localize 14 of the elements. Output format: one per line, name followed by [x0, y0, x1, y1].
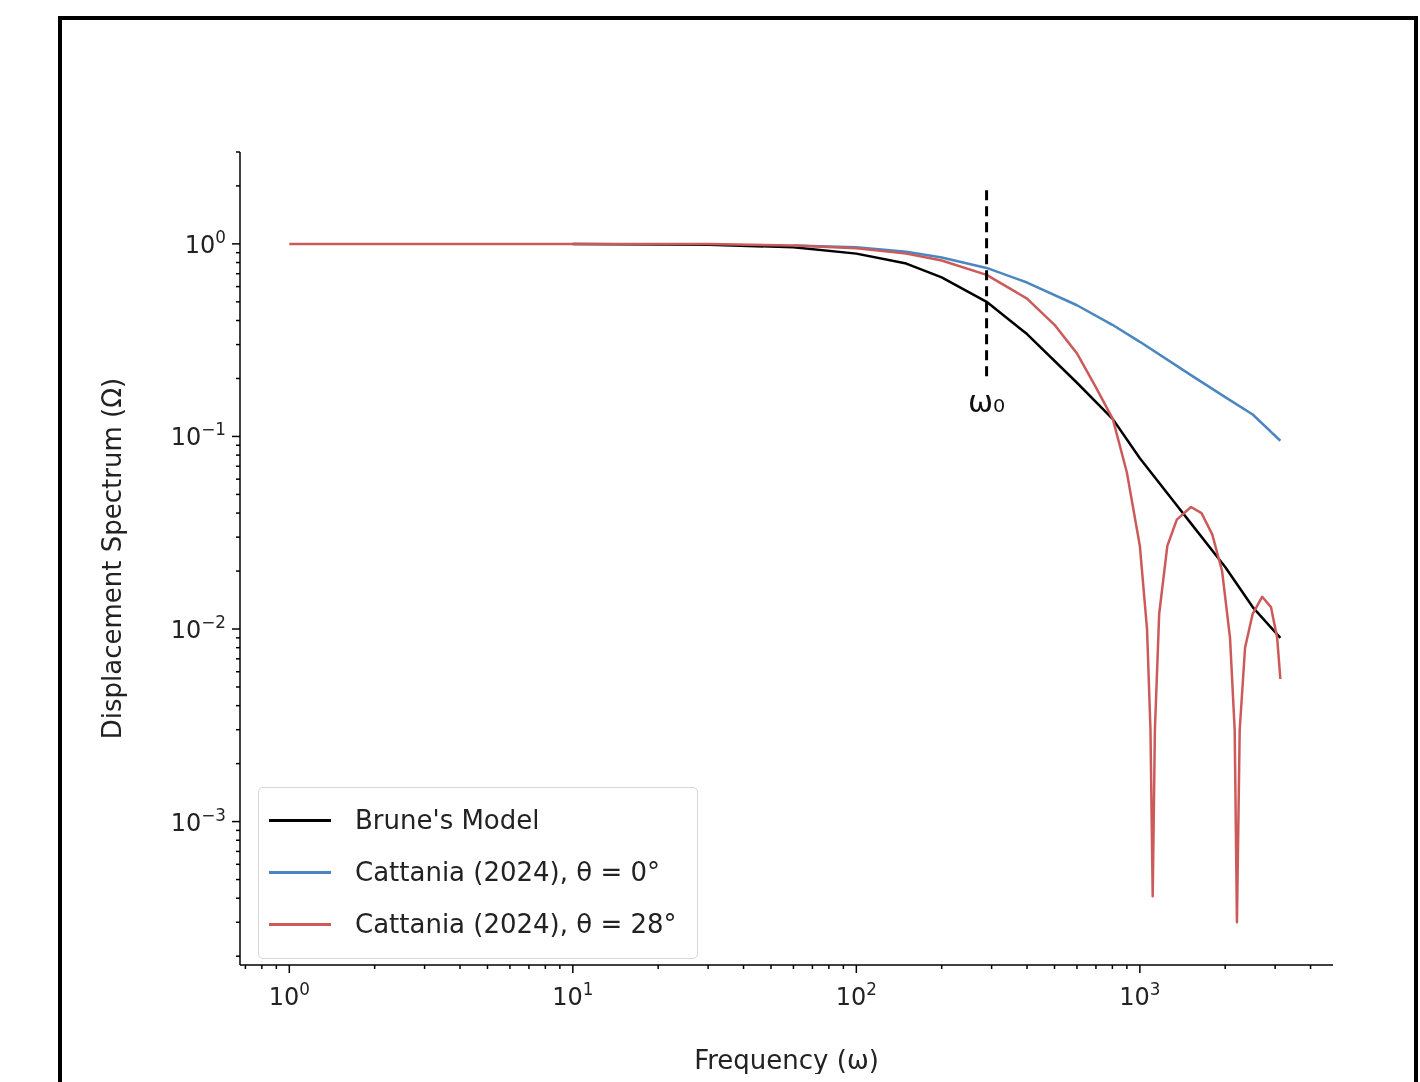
legend-label: Cattania (2024), θ = 28° — [355, 909, 677, 939]
y-tick-label: 10$^{−3}$ — [170, 804, 226, 837]
annotation: ω₀ — [968, 383, 1006, 419]
x-tick-label: 10$^{3}$ — [1119, 979, 1161, 1011]
y-tick-label: 10$^{−2}$ — [170, 612, 226, 645]
x-tick-label: 10$^{1}$ — [552, 979, 594, 1011]
y-axis-title: Displacement Spectrum (Ω) — [97, 377, 128, 740]
x-tick-label: 10$^{2}$ — [835, 979, 877, 1011]
x-axis-title: Frequency (ω) — [694, 1045, 879, 1075]
y-tick-label: 10$^{0}$ — [184, 226, 226, 259]
x-tick-label: 10$^{0}$ — [268, 979, 310, 1011]
legend-label: Brune's Model — [355, 805, 540, 835]
y-tick-label: 10$^{−1}$ — [170, 419, 226, 452]
legend-label: Cattania (2024), θ = 0° — [355, 857, 661, 887]
